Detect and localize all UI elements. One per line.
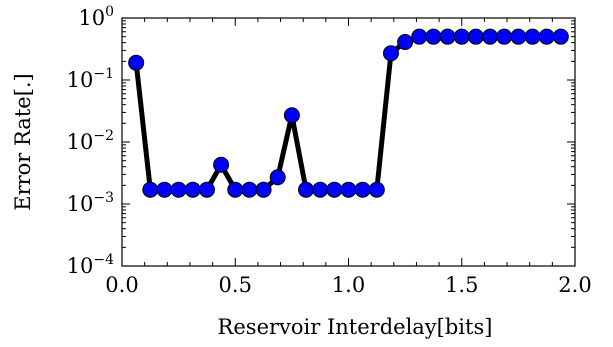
data-point (453, 28, 470, 45)
series-line (133, 34, 561, 193)
y-tick-label: 10−3 (67, 190, 114, 216)
x-tick-label: 2.0 (558, 273, 591, 297)
data-point (368, 181, 385, 198)
data-point (467, 28, 484, 45)
data-point (227, 181, 244, 198)
data-point (425, 28, 442, 45)
plot-frame (121, 17, 576, 267)
x-tick-label: 0.0 (105, 273, 138, 297)
y-tick-label: 100 (78, 4, 114, 30)
plot-area (121, 17, 576, 267)
x-tick-label: 0.5 (219, 273, 252, 297)
data-point (354, 181, 371, 198)
data-point (298, 181, 315, 198)
data-point (496, 28, 513, 45)
data-point (538, 28, 555, 45)
data-point (283, 107, 300, 124)
data-point (482, 28, 499, 45)
axis-ticks: 0.0 0.5 1.0 1.5 2.0 10−4 10−3 10−2 10−1 100 (67, 4, 592, 297)
data-point (198, 181, 215, 198)
data-point (142, 181, 159, 198)
data-marks (128, 28, 569, 198)
data-point (326, 181, 343, 198)
data-point (269, 169, 286, 186)
y-axis-label: Error Rate[.] (11, 73, 35, 211)
x-axis-label: Reservoir Interdelay[bits] (218, 315, 493, 339)
data-point (439, 28, 456, 45)
data-point (156, 181, 173, 198)
data-point (397, 34, 414, 51)
data-point (170, 181, 187, 198)
x-tick-label: 1.5 (445, 273, 478, 297)
data-point (255, 181, 272, 198)
y-tick-label: 10−2 (67, 128, 114, 154)
data-point (340, 181, 357, 198)
y-tick-label: 10−1 (67, 66, 114, 92)
data-point (312, 181, 329, 198)
data-point (128, 54, 145, 71)
data-point (184, 181, 201, 198)
data-point (411, 28, 428, 45)
data-point (524, 28, 541, 45)
data-point (241, 181, 258, 198)
data-point (552, 28, 569, 45)
data-point (213, 156, 230, 173)
data-point (510, 28, 527, 45)
y-tick-label: 10−4 (67, 252, 114, 278)
data-point (382, 45, 399, 62)
x-tick-label: 1.0 (332, 273, 365, 297)
